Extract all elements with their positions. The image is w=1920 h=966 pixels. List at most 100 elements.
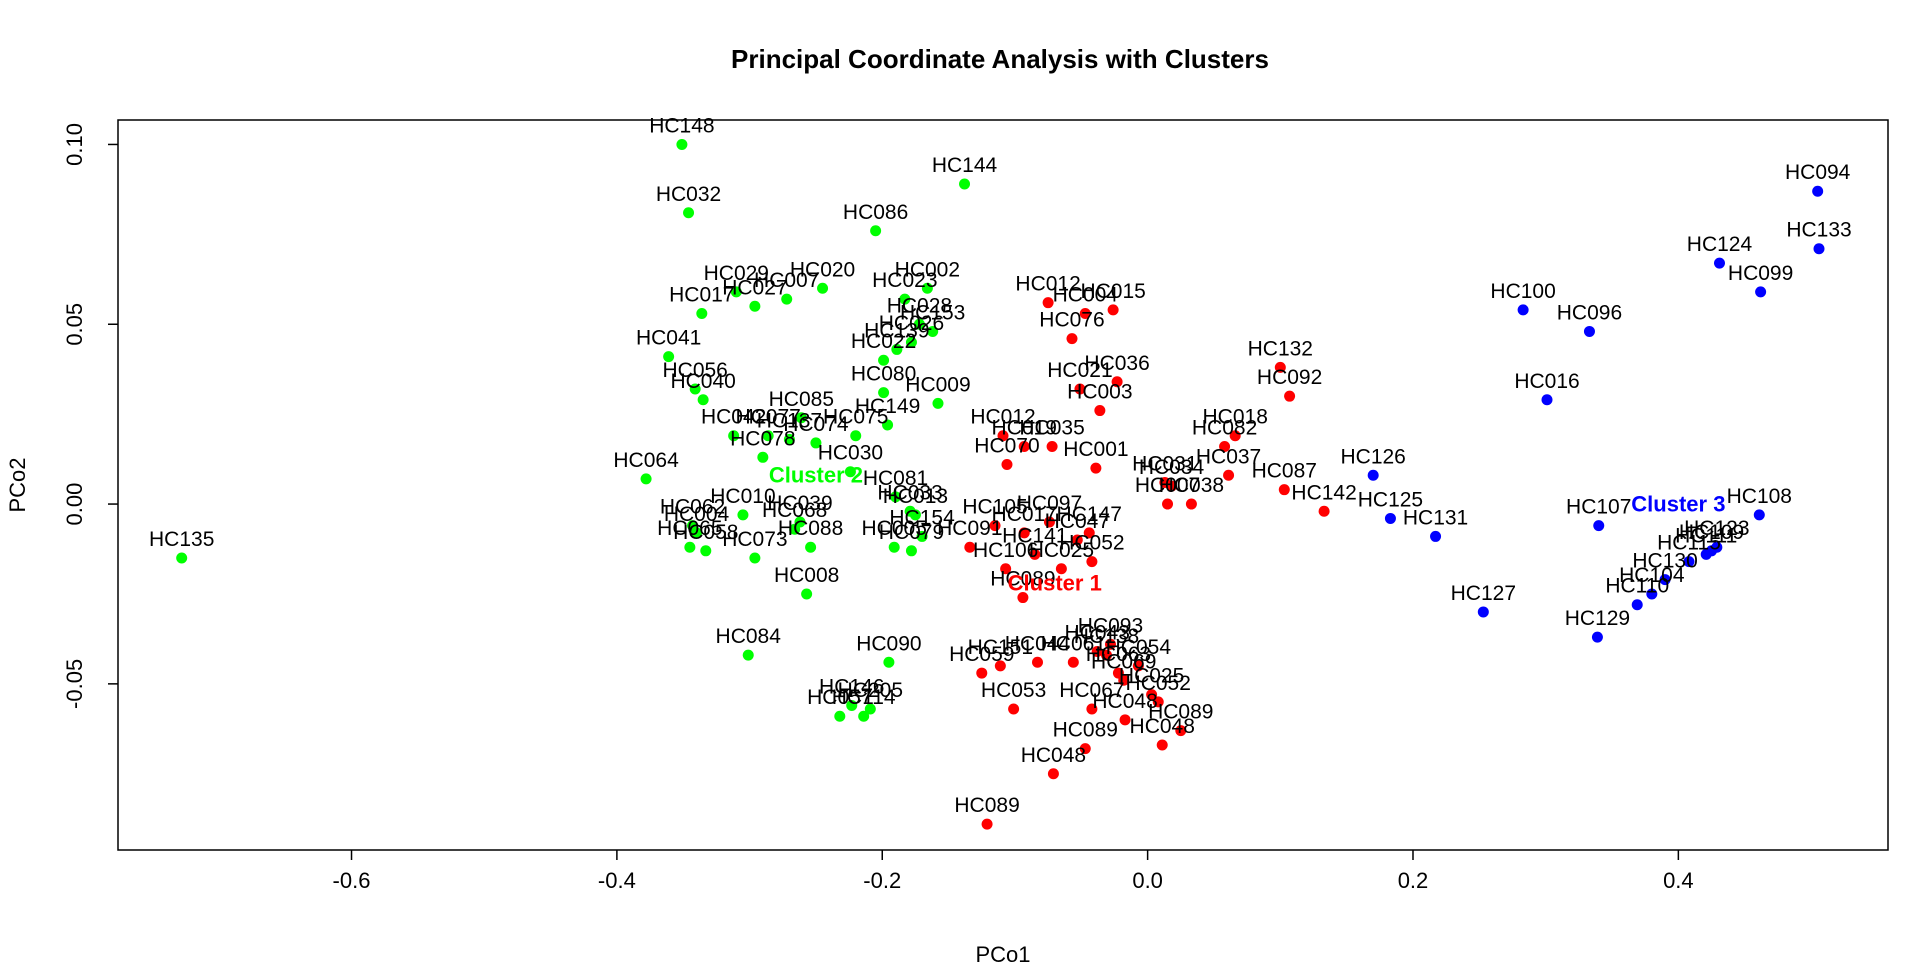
data-point (1223, 469, 1235, 481)
point-label: HC059 (949, 643, 1014, 666)
data-point (1091, 645, 1103, 657)
point-label: HC149 (855, 395, 920, 418)
point-label: HC110 (1605, 575, 1669, 598)
point-label: HC080 (851, 363, 916, 386)
cluster-label-1: Cluster 1 (1008, 570, 1102, 595)
point-label: HC056 (662, 359, 727, 382)
point-label: HC053 (981, 679, 1046, 702)
point-label: HC139 (864, 319, 929, 342)
point-label: HC129 (1565, 607, 1630, 630)
point-label: HC082 (1192, 417, 1257, 440)
data-point (878, 354, 890, 366)
point-label: HC151 (968, 636, 1033, 659)
data-point (1162, 498, 1174, 510)
point-label: HC042 (701, 406, 766, 429)
data-point (176, 552, 188, 564)
data-point (1100, 649, 1112, 661)
data-points (176, 138, 1825, 830)
point-label: HC135 (149, 528, 214, 551)
data-point (913, 318, 925, 330)
point-label: HC029 (704, 262, 769, 285)
point-label: HC089 (954, 794, 1019, 817)
x-tick-label: -0.6 (333, 868, 371, 893)
data-point (749, 300, 761, 312)
point-label: HC089 (990, 568, 1055, 591)
data-point (640, 473, 652, 485)
point-label: HC048 (1092, 690, 1157, 713)
data-point (1000, 563, 1012, 575)
point-label: HC125 (1358, 488, 1423, 511)
data-point (700, 545, 712, 557)
data-point (891, 343, 903, 355)
x-tick-label: 0.2 (1398, 868, 1429, 893)
chart-title: Principal Coordinate Analysis with Clust… (731, 44, 1269, 74)
point-label: HC041 (636, 327, 701, 350)
data-point (1029, 548, 1041, 560)
point-label: HC034 (1139, 456, 1205, 479)
point-label: HC008 (774, 564, 839, 587)
point-label: HC081 (863, 467, 928, 490)
data-point (1278, 484, 1290, 496)
data-point (1274, 361, 1286, 373)
data-point (989, 520, 1001, 532)
data-point (1229, 430, 1241, 442)
data-point (728, 430, 740, 442)
data-point (994, 660, 1006, 672)
data-point (805, 541, 817, 553)
data-point (1477, 606, 1489, 618)
point-label: HC094 (1785, 161, 1851, 184)
x-tick-label: 0.0 (1132, 868, 1163, 893)
y-tick-label: -0.05 (62, 659, 87, 709)
point-label: HC090 (856, 632, 921, 655)
data-point (927, 325, 939, 337)
point-label: HC048 (1021, 744, 1086, 767)
point-label: HC088 (778, 517, 843, 540)
point-label: HC003 (1067, 381, 1132, 404)
data-point (663, 351, 675, 363)
point-label: HC153 (900, 301, 965, 324)
data-point (1066, 333, 1078, 345)
point-label: HC007 (1135, 474, 1200, 497)
point-label: HC131 (1403, 506, 1468, 529)
data-point (689, 383, 701, 395)
point-label: HC089 (1053, 719, 1118, 742)
point-label: HC038 (1159, 474, 1224, 497)
point-label: HC022 (851, 330, 916, 353)
data-point (762, 430, 774, 442)
point-label: HC154 (889, 506, 955, 529)
point-label: HC015 (1080, 280, 1145, 303)
plot-frame (117, 119, 1889, 851)
point-label: HC144 (932, 154, 998, 177)
data-point (1384, 512, 1396, 524)
data-point (1018, 441, 1030, 453)
point-label: HC019 (992, 417, 1057, 440)
data-point (997, 430, 1009, 442)
data-point (691, 527, 703, 539)
y-tick-label: 0.00 (62, 483, 87, 526)
point-label: HC048 (1130, 715, 1195, 738)
point-label: HC114 (832, 686, 896, 709)
point-label: HC138 (1074, 625, 1139, 648)
data-point (817, 282, 829, 294)
x-axis: -0.6 -0.4 -0.2 0.0 0.2 0.4 (333, 850, 1694, 893)
point-label: HC040 (670, 370, 735, 393)
point-label: HC074 (783, 413, 849, 436)
point-label: HC096 (1557, 301, 1622, 324)
data-point (1318, 505, 1330, 517)
point-label: HC035 (1019, 417, 1084, 440)
point-label: HC005 (862, 517, 927, 540)
data-point (1118, 674, 1130, 686)
point-label: HC146 (819, 675, 884, 698)
data-point (810, 437, 822, 449)
point-label: HC100 (1490, 280, 1555, 303)
data-point (932, 397, 944, 409)
y-axis: -0.05 0.00 0.05 0.10 (62, 123, 118, 709)
y-tick-label: 0.10 (62, 123, 87, 166)
data-point (1083, 527, 1095, 539)
data-point (1284, 390, 1296, 402)
point-label: HC043 (1065, 621, 1130, 644)
data-point (905, 545, 917, 557)
data-point (1631, 599, 1643, 611)
data-point (846, 699, 858, 711)
point-label: HC068 (762, 499, 827, 522)
